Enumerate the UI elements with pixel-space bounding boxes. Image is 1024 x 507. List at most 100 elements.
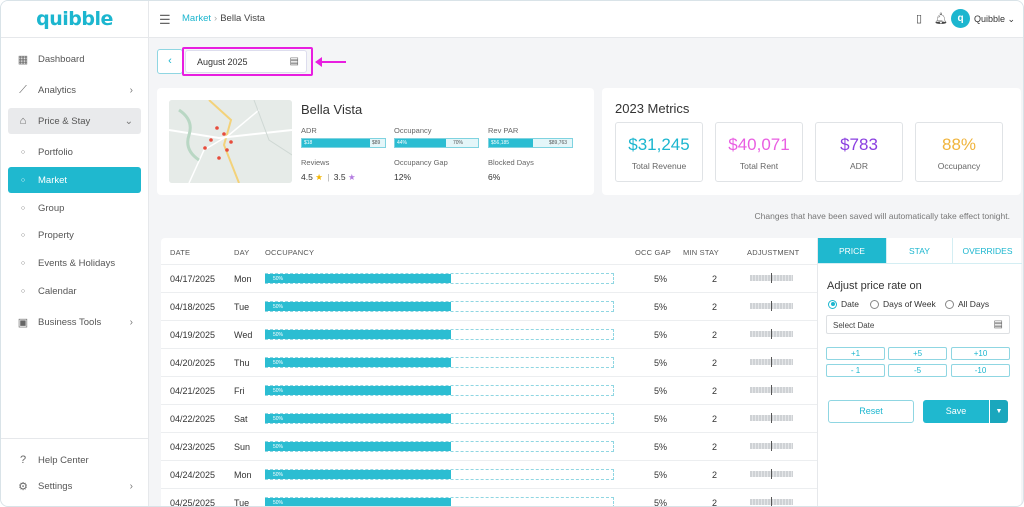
occupancy-bar-label: 50% xyxy=(273,500,284,506)
col-header-day[interactable]: DAY xyxy=(234,248,250,257)
table-row[interactable]: 04/20/2025 Thu 50% 5% 2 xyxy=(161,348,817,376)
radio-date[interactable]: Date xyxy=(828,299,859,309)
sidebar-item-group[interactable]: ○ Group xyxy=(8,195,141,221)
month-picker[interactable]: August 2025 ▤ xyxy=(185,50,307,73)
row-min-stay[interactable]: 2 xyxy=(712,274,718,284)
table-row[interactable]: 04/22/2025 Sat 50% 5% 2 xyxy=(161,404,817,432)
occupancy-bar: 50% xyxy=(265,273,614,284)
analytics-icon: ⟋ xyxy=(19,83,27,96)
blocked-days-value: 6% xyxy=(488,172,501,182)
col-header-adjustment[interactable]: ADJUSTMENT xyxy=(747,248,800,257)
clipboard-icon[interactable]: ▯ xyxy=(916,13,923,25)
occupancy-bar-fill xyxy=(265,470,452,479)
row-min-stay[interactable]: 2 xyxy=(712,470,718,480)
table-row[interactable]: 04/24/2025 Mon 50% 5% 2 xyxy=(161,460,817,488)
increase-10-button[interactable]: +10 xyxy=(951,347,1010,360)
sidebar-item-price-stay[interactable]: ⌂ Price & Stay ⌄ xyxy=(8,108,141,134)
row-min-stay[interactable]: 2 xyxy=(712,414,718,424)
metric-occupancy: 88% Occupancy xyxy=(915,122,1003,182)
occupancy-bar-fill xyxy=(265,358,452,367)
adjustment-slider[interactable] xyxy=(750,329,793,339)
menu-toggle-icon[interactable]: ☰ xyxy=(159,12,171,27)
avatar[interactable]: q xyxy=(951,9,970,28)
increase-5-button[interactable]: +5 xyxy=(888,347,947,360)
adjustment-slider[interactable] xyxy=(750,469,793,479)
col-header-date[interactable]: DATE xyxy=(170,248,191,257)
user-menu[interactable]: Quibble ⌄ xyxy=(974,14,1016,24)
sidebar-item-business-tools[interactable]: ▣ Business Tools › xyxy=(8,309,141,335)
adjustment-slider[interactable] xyxy=(750,441,793,451)
row-min-stay[interactable]: 2 xyxy=(712,498,718,507)
sidebar-item-property[interactable]: ○ Property xyxy=(8,222,141,248)
sidebar-item-dashboard[interactable]: ▦ Dashboard xyxy=(8,46,141,72)
radio-icon xyxy=(945,299,954,309)
sidebar-item-analytics[interactable]: ⟋ Analytics › xyxy=(8,77,141,103)
save-options-button[interactable]: ▼ xyxy=(990,400,1008,423)
daily-table: DATE DAY OCCUPANCY OCC GAP MIN STAY ADJU… xyxy=(161,238,817,507)
row-date: 04/18/2025 xyxy=(170,302,216,312)
row-date: 04/21/2025 xyxy=(170,386,216,396)
table-row[interactable]: 04/18/2025 Tue 50% 5% 2 xyxy=(161,292,817,320)
row-min-stay[interactable]: 2 xyxy=(712,442,718,452)
col-header-occ-gap[interactable]: OCC GAP xyxy=(635,248,671,257)
decrease-1-button[interactable]: - 1 xyxy=(826,364,885,377)
row-min-stay[interactable]: 2 xyxy=(712,358,718,368)
sidebar-item-portfolio[interactable]: ○ Portfolio xyxy=(8,139,141,165)
radio-all-days[interactable]: All Days xyxy=(945,299,989,309)
decrease-5-button[interactable]: -5 xyxy=(888,364,947,377)
divider xyxy=(1,438,149,439)
table-row[interactable]: 04/19/2025 Wed 50% 5% 2 xyxy=(161,320,817,348)
select-date-input[interactable]: Select Date ▤ xyxy=(826,315,1010,334)
row-occ-gap: 5% xyxy=(654,386,668,396)
top-bar: ☰ Market › Bella Vista ▯ 🔔︎ q Quibble ⌄ xyxy=(149,1,1023,38)
row-min-stay[interactable]: 2 xyxy=(712,302,718,312)
radio-days-of-week[interactable]: Days of Week xyxy=(870,299,936,309)
adjustment-slider[interactable] xyxy=(750,385,793,395)
property-map[interactable] xyxy=(169,100,292,183)
sidebar-item-calendar[interactable]: ○ Calendar xyxy=(8,278,141,304)
save-button[interactable]: Save xyxy=(923,400,989,423)
occupancy-bar-label: 50% xyxy=(273,304,284,310)
adjustment-slider[interactable] xyxy=(750,273,793,283)
previous-month-button[interactable]: ‹ xyxy=(157,49,183,74)
adjustment-slider[interactable] xyxy=(750,301,793,311)
col-header-min-stay[interactable]: MIN STAY xyxy=(683,248,719,257)
col-header-occupancy[interactable]: OCCUPANCY xyxy=(265,248,315,257)
row-occ-gap: 5% xyxy=(654,358,668,368)
reset-button[interactable]: Reset xyxy=(828,400,914,423)
sidebar-item-market[interactable]: ○ Market xyxy=(8,167,141,193)
sidebar-item-settings[interactable]: ⚙ Settings › xyxy=(8,473,141,499)
increase-1-button[interactable]: +1 xyxy=(826,347,885,360)
table-row[interactable]: 04/25/2025 Tue 50% 5% 2 xyxy=(161,488,817,507)
adjustment-slider[interactable] xyxy=(750,497,793,506)
adjustment-slider-marker xyxy=(771,301,772,311)
adjustment-slider-marker xyxy=(771,441,772,451)
adjustment-slider[interactable] xyxy=(750,413,793,423)
occupancy-range-bar: 44% 70% xyxy=(394,138,479,148)
logo[interactable]: quibble xyxy=(1,1,148,38)
row-day: Fri xyxy=(234,386,245,396)
occupancy-bar-label: 50% xyxy=(273,360,284,366)
table-row[interactable]: 04/21/2025 Fri 50% 5% 2 xyxy=(161,376,817,404)
row-min-stay[interactable]: 2 xyxy=(712,386,718,396)
sidebar-item-events-holidays[interactable]: ○ Events & Holidays xyxy=(8,250,141,276)
circle-icon: ○ xyxy=(20,287,26,295)
adjustment-slider-marker xyxy=(771,357,772,367)
occupancy-bar-fill xyxy=(265,442,452,451)
occupancy-bar: 50% xyxy=(265,357,614,368)
occupancy-bar-label: 50% xyxy=(273,416,284,422)
decrease-10-button[interactable]: -10 xyxy=(951,364,1010,377)
tab-stay[interactable]: STAY xyxy=(886,238,953,264)
table-row[interactable]: 04/17/2025 Mon 50% 5% 2 xyxy=(161,264,817,292)
adjustment-slider[interactable] xyxy=(750,357,793,367)
bell-icon[interactable]: 🔔︎ xyxy=(934,13,948,25)
sidebar-item-help-center[interactable]: ? Help Center xyxy=(8,447,141,473)
table-row[interactable]: 04/23/2025 Sun 50% 5% 2 xyxy=(161,432,817,460)
occupancy-bar: 50% xyxy=(265,469,614,480)
tab-price[interactable]: PRICE xyxy=(818,238,886,264)
row-min-stay[interactable]: 2 xyxy=(712,330,718,340)
breadcrumb-market[interactable]: Market xyxy=(182,13,212,24)
metric-adr: $783 ADR xyxy=(815,122,903,182)
tab-overrides[interactable]: OVERRIDES xyxy=(953,238,1022,264)
